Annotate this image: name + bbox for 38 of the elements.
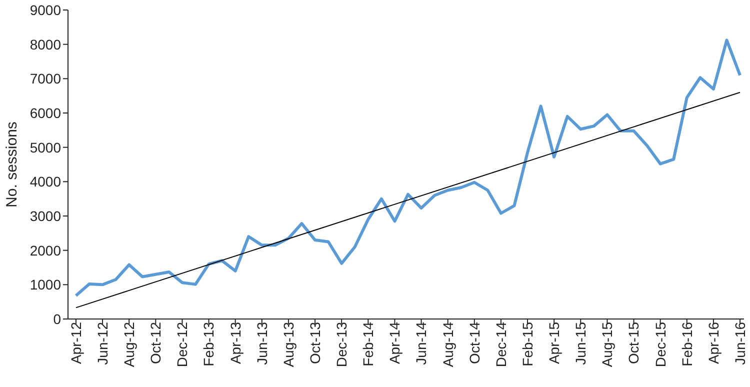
x-tick-label: Feb-13 bbox=[200, 322, 217, 366]
x-tick-label: Oct-14 bbox=[466, 322, 482, 364]
x-tick-label: Feb-16 bbox=[678, 322, 695, 366]
y-tick-label: 1000 bbox=[30, 276, 62, 293]
x-tick-label: Aug-15 bbox=[599, 322, 616, 368]
x-tick-label: Dec-15 bbox=[652, 322, 668, 368]
y-tick-label: 5000 bbox=[30, 139, 62, 156]
x-tick-label: Dec-12 bbox=[174, 322, 190, 368]
x-tick-label: Aug-12 bbox=[121, 322, 138, 368]
x-tick-label: Oct-15 bbox=[626, 322, 642, 364]
y-tick-label: 4000 bbox=[30, 174, 62, 190]
x-tick-label: Apr-13 bbox=[227, 322, 244, 364]
x-tick-label: Apr-14 bbox=[386, 322, 403, 364]
x-tick-label: Apr-15 bbox=[546, 322, 562, 364]
y-tick-label: 0 bbox=[53, 310, 62, 327]
y-axis-title: No. sessions bbox=[3, 122, 20, 208]
x-tick-label: Aug-14 bbox=[440, 322, 456, 368]
x-tick-label: Dec-14 bbox=[492, 322, 509, 368]
y-tick-label: 6000 bbox=[30, 104, 62, 121]
y-tick-label: 7000 bbox=[30, 70, 62, 87]
y-tick-label: 8000 bbox=[30, 36, 62, 52]
y-tick-label: 3000 bbox=[30, 208, 62, 224]
x-tick-label: Apr-16 bbox=[705, 322, 722, 364]
x-tick-label: Feb-15 bbox=[519, 322, 536, 366]
line-series bbox=[74, 38, 742, 298]
x-tick-label: Oct-13 bbox=[306, 322, 323, 364]
x-tick-label: Aug-13 bbox=[280, 322, 296, 368]
x-tick-label: Jun-13 bbox=[254, 322, 270, 365]
x-tick-label: Jun-15 bbox=[572, 322, 589, 365]
x-tick-label: Oct-12 bbox=[148, 322, 164, 364]
y-tick-label: 9000 bbox=[30, 2, 62, 18]
y-tick-label: 2000 bbox=[30, 242, 62, 258]
x-tick-label: Apr-12 bbox=[68, 322, 84, 364]
x-tick-label: Dec-13 bbox=[334, 322, 350, 368]
x-tick-label: Feb-14 bbox=[360, 322, 376, 366]
x-tick-label: Jun-12 bbox=[94, 322, 110, 365]
x-tick-label: Jun-16 bbox=[732, 322, 748, 365]
x-tick-label: Jun-14 bbox=[413, 322, 430, 365]
